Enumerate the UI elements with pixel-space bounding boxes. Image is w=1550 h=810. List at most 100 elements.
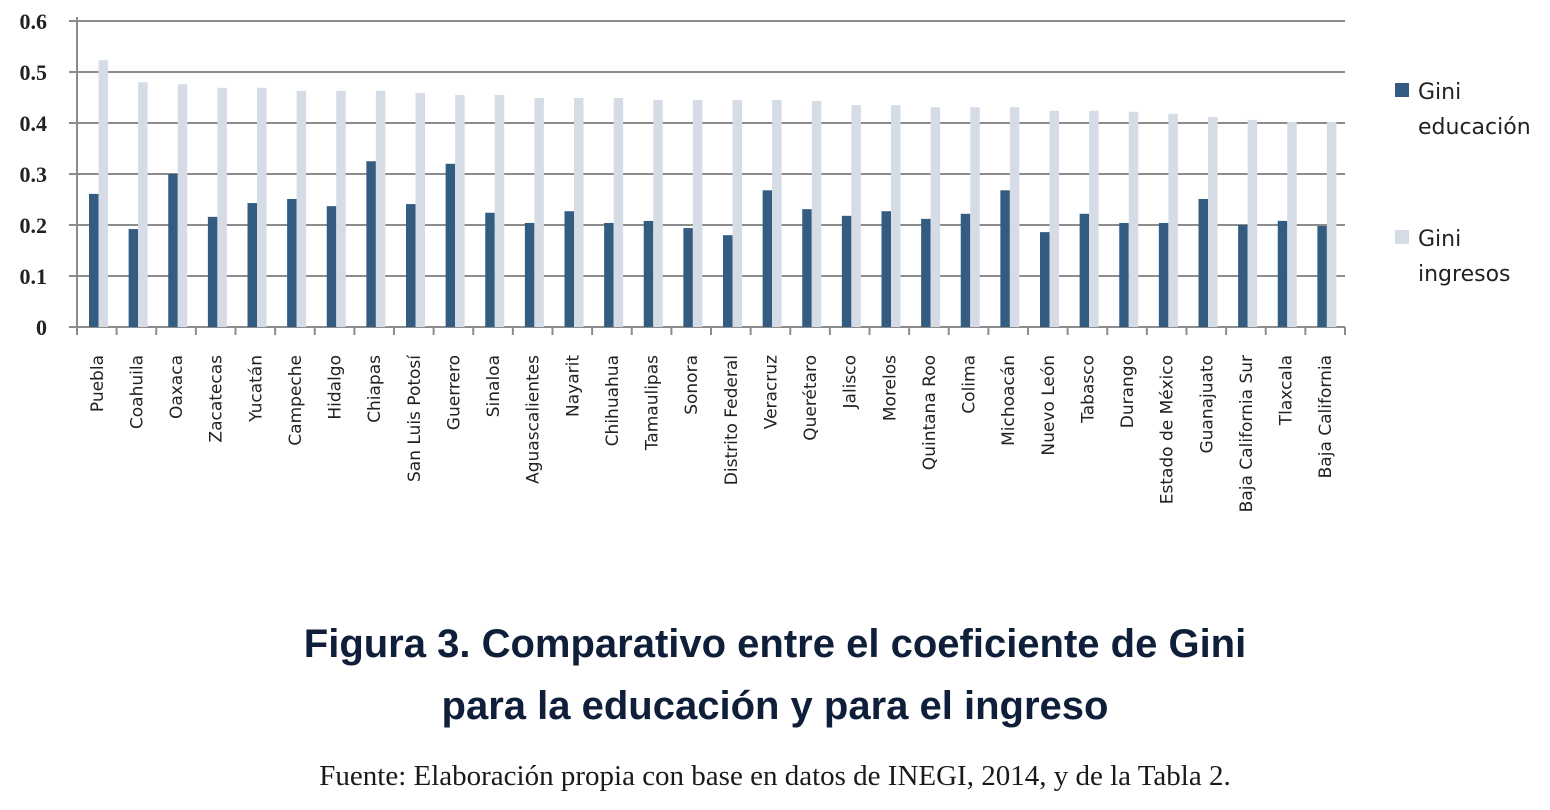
x-tick-label: Sinaloa [484, 355, 504, 417]
bar-educacion [1277, 220, 1288, 327]
bar-educacion [723, 235, 733, 327]
bar-educacion [366, 161, 376, 327]
bar-educacion [564, 211, 574, 327]
bar-educacion [445, 163, 456, 327]
bar-ingresos [1208, 116, 1218, 327]
bar-educacion [1238, 225, 1248, 327]
bar-ingresos [970, 107, 980, 327]
bar-ingresos [811, 101, 822, 327]
bar-ingresos [415, 92, 425, 327]
bar-ingresos [98, 60, 108, 328]
y-tick-label: 0.6 [20, 9, 48, 34]
bar-ingresos [336, 90, 346, 328]
bar-ingresos [1009, 107, 1020, 327]
x-tick-label: Nuevo León [1039, 355, 1059, 456]
bar-ingresos [574, 98, 584, 327]
bar-ingresos [891, 105, 901, 328]
x-tick-label: Baja California Sur [1237, 355, 1257, 512]
x-tick-label: Nayarit [563, 355, 583, 417]
bar-ingresos [1049, 110, 1059, 327]
x-tick-label: Coahuila [127, 355, 147, 429]
y-tick-label: 0 [36, 315, 47, 340]
x-tick-label: San Luis Potosí [405, 354, 425, 482]
x-tick-label: Estado de México [1158, 355, 1178, 504]
x-tick-label: Puebla [88, 355, 108, 412]
bar-ingresos [930, 107, 941, 327]
figure-caption-line2: para la educación y para el ingreso [441, 684, 1109, 728]
legend-label: Gini [1418, 227, 1461, 252]
x-tick-label: Querétaro [801, 355, 821, 441]
x-tick-label: Tabasco [1078, 355, 1098, 424]
bar-educacion [921, 218, 931, 327]
bar-ingresos [257, 87, 267, 327]
x-tick-label: Tamaulipas [643, 355, 663, 451]
bar-chart: 0 0.1 0.2 0.3 0.4 0.5 0.6 Puebla Coahuila Oaxaca Z… [20, 9, 1531, 512]
bar-educacion [207, 216, 218, 327]
bar-educacion [406, 204, 416, 327]
bar-educacion [485, 212, 495, 327]
bar-educacion [683, 228, 693, 327]
bar-ingresos [534, 98, 544, 327]
bar-educacion [802, 209, 812, 327]
x-tick-label: Baja California [1316, 355, 1336, 478]
y-tick-label: 0.2 [20, 213, 48, 238]
bar-ingresos [296, 90, 307, 328]
x-tick-label: Campeche [286, 355, 306, 446]
bar-ingresos [1287, 121, 1297, 327]
bar-ingresos [653, 100, 663, 327]
x-tick-label: Chihuahua [603, 355, 623, 446]
bar-educacion [1000, 190, 1010, 327]
bar-educacion [247, 203, 257, 327]
x-tick-label: Zacatecas [207, 355, 227, 443]
bar-educacion [89, 193, 99, 327]
y-tick-label: 0.4 [20, 111, 48, 136]
bar-educacion [643, 220, 654, 327]
x-tick-label: Yucatán [246, 355, 266, 423]
x-tick-label: Sonora [682, 355, 702, 415]
x-tick-label: Guanajuato [1197, 355, 1217, 454]
x-tick-label: Aguascalientes [524, 355, 544, 484]
bar-educacion [168, 174, 178, 327]
y-tick-label: 0.3 [20, 162, 48, 187]
x-tick-label: Hidalgo [326, 355, 346, 420]
bar-educacion [960, 213, 971, 327]
x-tick-label: Tlaxcala [1277, 355, 1297, 426]
x-tick-label: Veracruz [761, 355, 781, 429]
bar-ingresos [1247, 119, 1258, 327]
bar-ingresos [494, 94, 505, 327]
bar-ingresos [1089, 110, 1099, 327]
bar-educacion [1317, 226, 1327, 327]
x-tick-label: Oaxaca [167, 355, 187, 419]
bar-educacion [604, 222, 614, 327]
bar-ingresos [138, 82, 148, 327]
legend-label: educación [1418, 115, 1531, 140]
bar-educacion [1198, 198, 1208, 327]
bar-educacion [326, 206, 337, 327]
figure-caption-line1: Figura 3. Comparativo entre el coeficien… [303, 622, 1247, 666]
x-tick-label: Distrito Federal [722, 355, 742, 485]
legend-label: ingresos [1418, 262, 1511, 287]
y-tick-label: 0.1 [20, 264, 48, 289]
bar-ingresos [177, 84, 188, 328]
bar-ingresos [613, 98, 624, 327]
legend-swatch [1395, 230, 1409, 244]
x-tick-label: Jalisco [841, 355, 861, 409]
y-tick-label: 0.5 [20, 60, 48, 85]
bar-ingresos [1168, 113, 1178, 327]
bar-ingresos [851, 105, 861, 328]
legend-swatch [1395, 83, 1409, 97]
bar-educacion [841, 215, 852, 327]
x-tick-label: Colima [960, 355, 980, 414]
bar-educacion [1158, 222, 1169, 327]
bar-ingresos [455, 94, 465, 327]
bar-educacion [1040, 232, 1050, 327]
bar-educacion [524, 222, 535, 327]
bar-ingresos [1326, 121, 1337, 327]
x-tick-label: Quintana Roo [920, 355, 940, 470]
x-tick-label: Guerrero [444, 355, 464, 430]
bar-ingresos [772, 100, 782, 327]
bar-ingresos [692, 100, 703, 327]
figure-source: Fuente: Elaboración propia con base en d… [319, 760, 1231, 792]
bar-educacion [881, 211, 891, 327]
bar-ingresos [1128, 111, 1139, 327]
